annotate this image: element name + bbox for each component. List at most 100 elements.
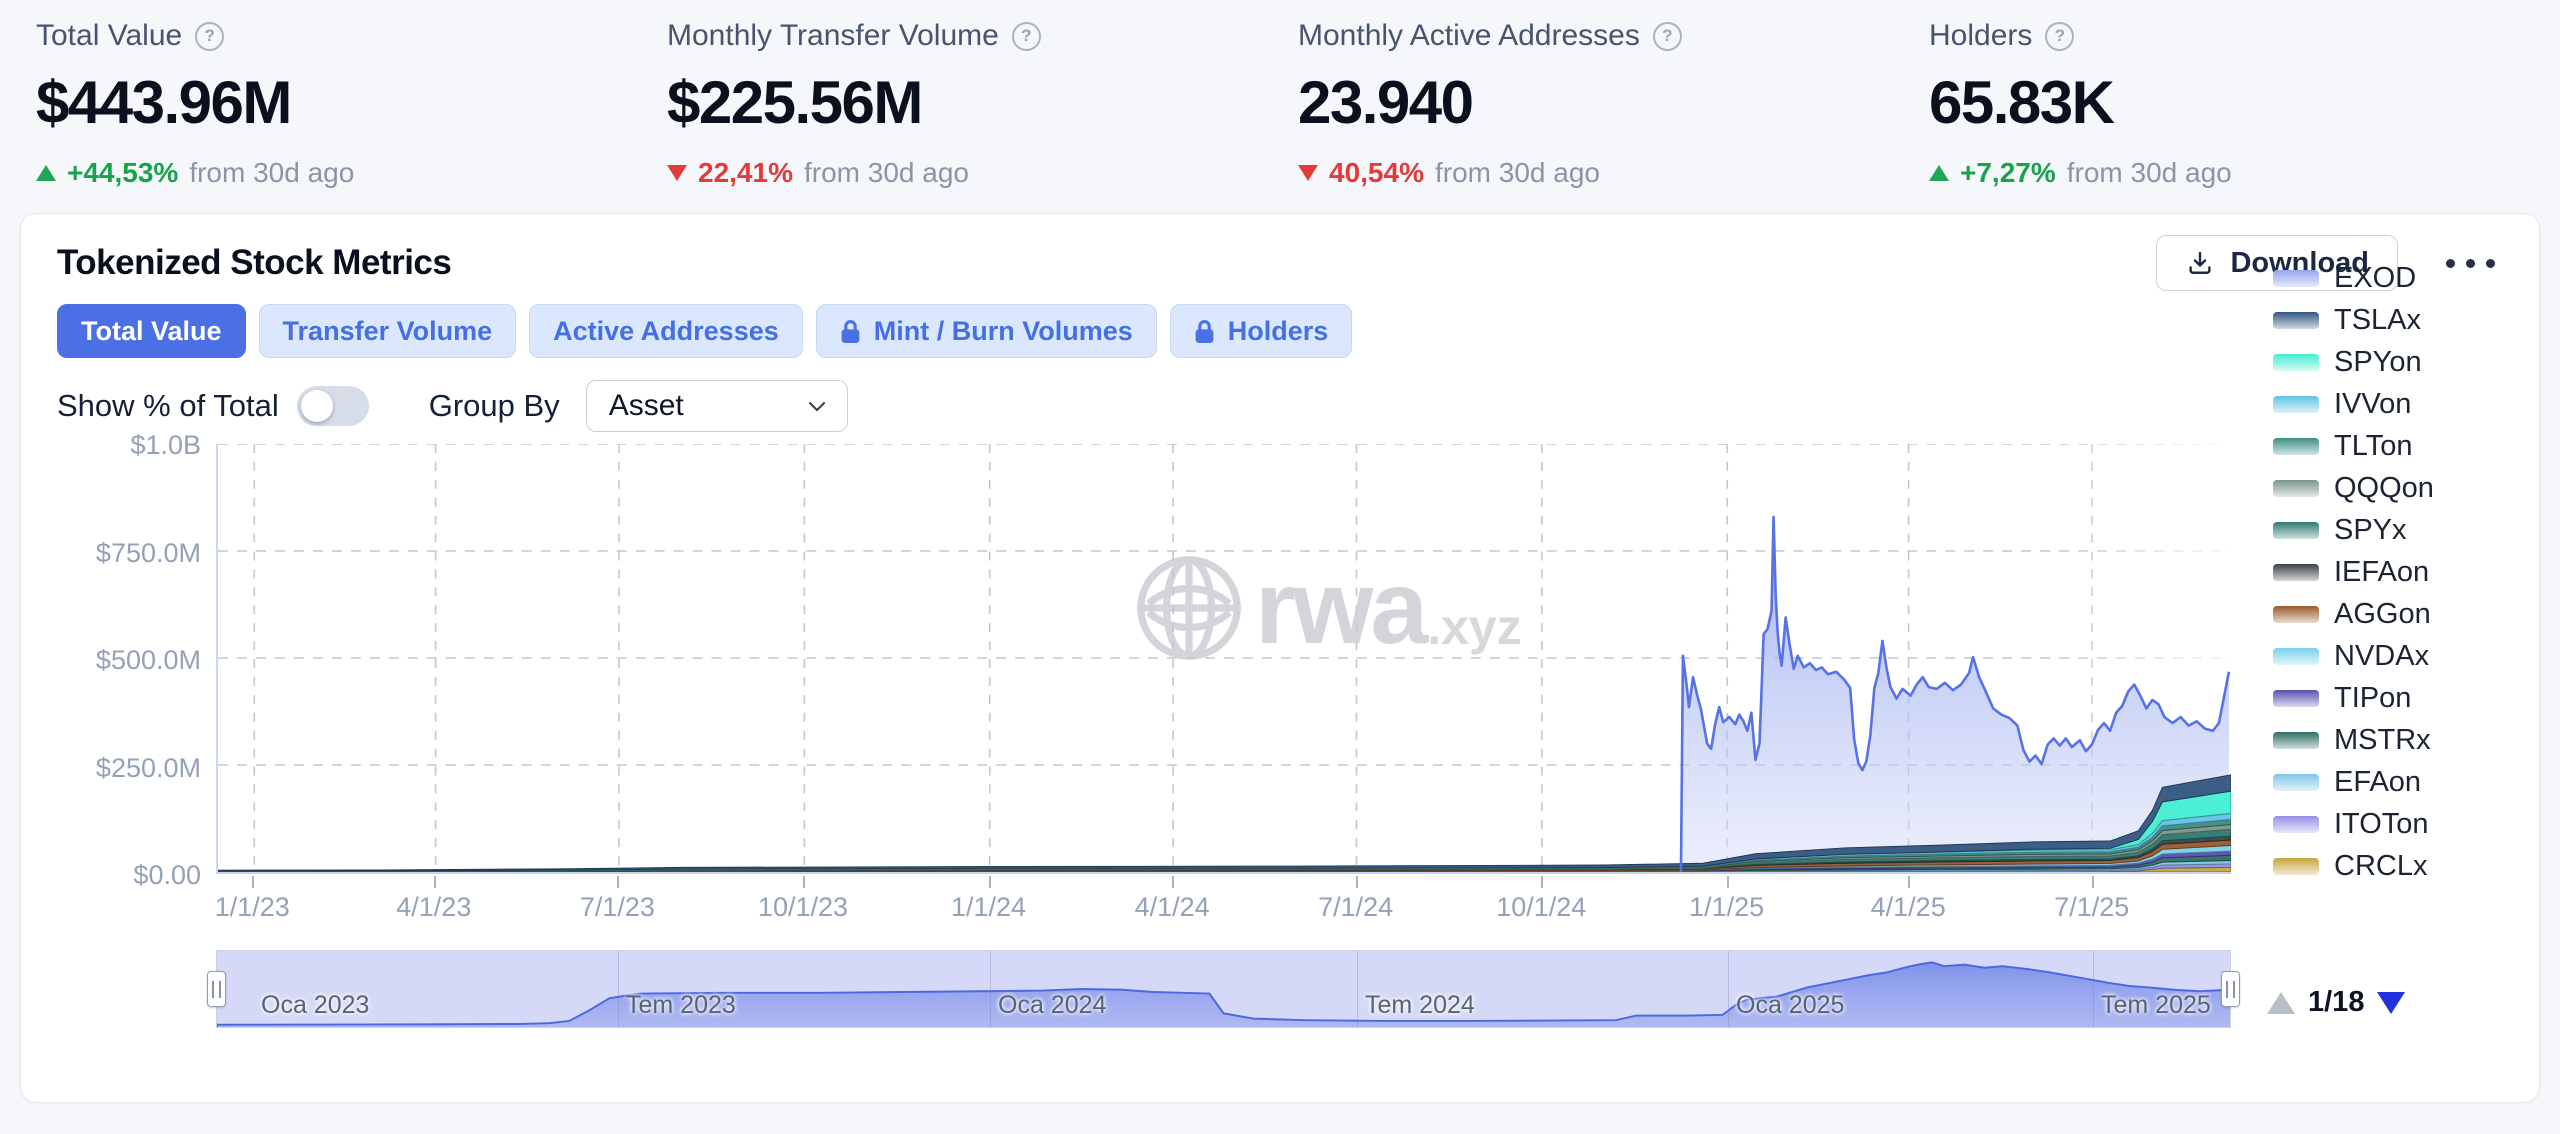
- x-tick-label: 7/1/25: [2054, 892, 2130, 922]
- x-tick-label: 1/1/25: [1689, 892, 1765, 922]
- x-tick-label: 4/1/24: [1134, 892, 1210, 922]
- trend-icon: [1298, 165, 1318, 181]
- kpi-holders: Holders? 65.83K +7,27% from 30d ago: [1929, 16, 2560, 189]
- legend-item-ITOTon[interactable]: ITOTon: [2273, 808, 2434, 840]
- legend-swatch: [2273, 522, 2319, 539]
- tab-transfer-volume[interactable]: Transfer Volume: [258, 304, 517, 358]
- trend-icon: [1929, 165, 1949, 181]
- chart-legend: EXOD TSLAx SPYon IVVon TLTon QQQon SPYx IEFAon A…: [2273, 262, 2434, 882]
- help-icon[interactable]: ?: [195, 21, 225, 51]
- more-options-icon[interactable]: [2442, 249, 2499, 278]
- kpi-label: Total Value: [36, 19, 183, 52]
- legend-swatch: [2273, 690, 2319, 707]
- kpi-delta: 40,54% from 30d ago: [1298, 157, 1929, 189]
- y-tick-label: $0.00: [133, 860, 201, 890]
- legend-swatch: [2273, 354, 2319, 371]
- legend-item-NVDAx[interactable]: NVDAx: [2273, 640, 2434, 672]
- globe-icon: [1137, 556, 1241, 660]
- legend-item-EXOD[interactable]: EXOD: [2273, 262, 2434, 294]
- minimap-label: Tem 2024: [1365, 991, 1475, 1019]
- tab-total-value[interactable]: Total Value: [57, 304, 246, 358]
- x-tick-label: 4/1/25: [1870, 892, 1946, 922]
- tokenized-stock-metrics-card: Tokenized Stock Metrics Download Total V…: [20, 213, 2540, 1103]
- legend-page-indicator: 1/18: [2308, 986, 2365, 1018]
- legend-item-TLTon[interactable]: TLTon: [2273, 430, 2434, 462]
- y-tick-label: $250.0M: [95, 753, 201, 783]
- kpi-value: $443.96M: [36, 69, 292, 136]
- legend-swatch: [2273, 648, 2319, 665]
- legend-swatch: [2273, 858, 2319, 875]
- legend-swatch: [2273, 270, 2319, 287]
- kpi-row: Total Value? $443.96M +44,53% from 30d ag…: [0, 0, 2560, 189]
- download-icon: [2189, 251, 2212, 274]
- legend-item-IVVon[interactable]: IVVon: [2273, 388, 2434, 420]
- kpi-value: 23.940: [1298, 69, 1474, 136]
- legend-swatch: [2273, 816, 2319, 833]
- metric-tabs: Total Value Transfer Volume Active Addre…: [57, 304, 2503, 358]
- trend-icon: [667, 165, 687, 181]
- legend-item-SPYon[interactable]: SPYon: [2273, 346, 2434, 378]
- legend-item-CRCLx[interactable]: CRCLx: [2273, 850, 2434, 882]
- page-title: Tokenized Stock Metrics: [57, 243, 452, 282]
- legend-swatch: [2273, 606, 2319, 623]
- kpi-label: Monthly Active Addresses: [1298, 19, 1640, 52]
- legend-item-AGGon[interactable]: AGGon: [2273, 598, 2434, 630]
- tab-active-addresses[interactable]: Active Addresses: [529, 304, 803, 358]
- tab-mint-burn-volumes[interactable]: Mint / Burn Volumes: [815, 304, 1157, 358]
- legend-item-MSTRx[interactable]: MSTRx: [2273, 724, 2434, 756]
- minimap-label: Tem 2025: [2101, 991, 2211, 1019]
- legend-swatch: [2273, 312, 2319, 329]
- help-icon[interactable]: ?: [1011, 21, 1041, 51]
- legend-page-up-icon[interactable]: [2267, 991, 2295, 1014]
- legend-swatch: [2273, 438, 2319, 455]
- group-by-select[interactable]: Asset: [585, 380, 848, 432]
- toggle-knob: [300, 390, 333, 422]
- kpi-label: Monthly Transfer Volume: [667, 19, 999, 52]
- x-tick-label: 1/1/23: [214, 892, 290, 922]
- x-tick-label: 10/1/23: [757, 892, 849, 922]
- legend-page-down-icon[interactable]: [2377, 991, 2406, 1014]
- kpi-delta: 22,41% from 30d ago: [667, 157, 1298, 189]
- brush-handle-right[interactable]: [2221, 971, 2240, 1007]
- legend-item-EFAon[interactable]: EFAon: [2273, 766, 2434, 798]
- help-icon[interactable]: ?: [1652, 21, 1682, 51]
- x-tick-label: 4/1/23: [396, 892, 472, 922]
- kpi-delta: +7,27% from 30d ago: [1929, 157, 2560, 189]
- kpi-delta: +44,53% from 30d ago: [36, 157, 667, 189]
- legend-item-TIPon[interactable]: TIPon: [2273, 682, 2434, 714]
- brush-handle-left[interactable]: [207, 971, 226, 1007]
- chart-plot-area[interactable]: rwa .xyz: [216, 444, 2231, 874]
- chart-section: $1.0B $750.0M $500.0M $250.0M $0.00 rwa .xyz…: [21, 430, 2539, 926]
- legend-item-QQQon[interactable]: QQQon: [2273, 472, 2434, 504]
- help-icon[interactable]: ?: [2045, 21, 2075, 51]
- legend-pagination: 1/18: [2267, 986, 2406, 1019]
- minimap-label: Tem 2023: [626, 991, 736, 1019]
- kpi-label: Holders: [1929, 19, 2033, 52]
- show-pct-label: Show % of Total: [57, 388, 279, 423]
- minimap-label: Oca 2025: [1736, 991, 1845, 1019]
- legend-item-SPYx[interactable]: SPYx: [2273, 514, 2434, 546]
- tab-holders[interactable]: Holders: [1169, 304, 1353, 358]
- rwa-xyz-watermark: rwa .xyz: [1133, 552, 1522, 664]
- chart-controls: Show % of Total Group By Asset: [57, 380, 2503, 432]
- lock-icon: [1195, 319, 1214, 343]
- x-tick-label: 7/1/23: [579, 892, 655, 922]
- minimap-label: Oca 2024: [998, 991, 1107, 1019]
- kpi-total-value: Total Value? $443.96M +44,53% from 30d ag…: [36, 16, 667, 189]
- legend-item-IEFAon[interactable]: IEFAon: [2273, 556, 2434, 588]
- time-range-brush[interactable]: Oca 2023 Tem 2023 Oca 2024 Tem 2024 Oca 2025…: [207, 950, 2240, 1028]
- show-pct-toggle[interactable]: [296, 386, 369, 426]
- trend-icon: [36, 165, 56, 181]
- lock-icon: [841, 319, 860, 343]
- y-tick-label: $1.0B: [130, 430, 201, 460]
- x-tick-label: 1/1/24: [951, 892, 1027, 922]
- legend-swatch: [2273, 774, 2319, 791]
- kpi-value: $225.56M: [667, 69, 923, 136]
- minimap-label: Oca 2023: [261, 991, 370, 1019]
- chevron-down-icon: [808, 402, 825, 412]
- legend-item-TSLAx[interactable]: TSLAx: [2273, 304, 2434, 336]
- watermark-text: rwa: [1255, 550, 1428, 666]
- x-tick-label: 7/1/24: [1318, 892, 1394, 922]
- y-tick-label: $750.0M: [95, 538, 201, 568]
- legend-swatch: [2273, 480, 2319, 497]
